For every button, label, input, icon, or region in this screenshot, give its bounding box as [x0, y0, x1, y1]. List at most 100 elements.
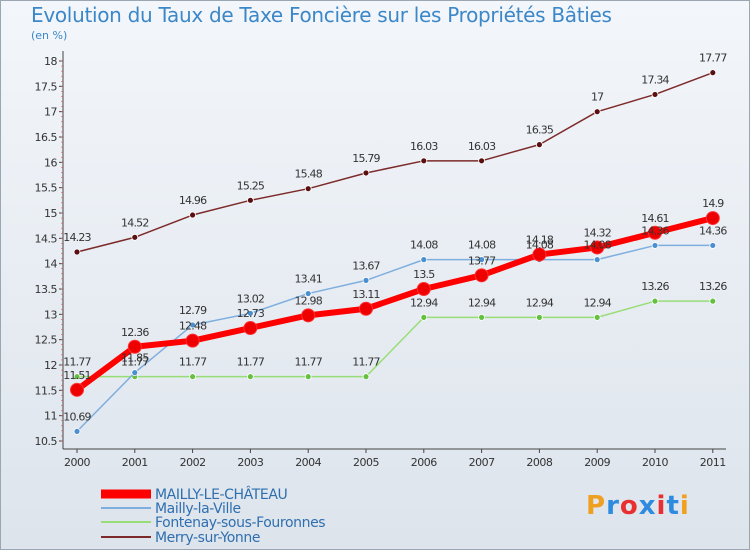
data-label: 14.9: [702, 197, 724, 210]
y-tick-label: 13: [44, 308, 57, 321]
chart-title: Evolution du Taux de Taxe Foncière sur l…: [31, 3, 612, 27]
chart-subtitle: (en %): [31, 29, 68, 42]
data-point: [362, 373, 370, 381]
y-tick-label: 15: [44, 207, 57, 220]
legend-entry: Fontenay-sous-Fouronnes: [155, 515, 325, 531]
data-label: 11.77: [179, 356, 207, 369]
data-point: [70, 382, 84, 397]
y-tick-label: 14.5: [35, 232, 58, 245]
data-label: 17.77: [699, 52, 727, 65]
data-label: 12.94: [468, 296, 496, 309]
x-tick-label: 2006: [411, 456, 437, 469]
y-tick-label: 10.5: [35, 435, 58, 448]
y-tick-label: 17: [44, 106, 57, 119]
logo-letter: t: [666, 491, 680, 521]
data-label: 14.36: [699, 224, 727, 237]
data-point: [189, 211, 197, 219]
y-tick-label: 16.5: [35, 131, 58, 144]
data-label: 14.08: [583, 239, 611, 252]
data-point: [648, 225, 662, 240]
data-point: [246, 373, 254, 381]
data-label: 11.85: [121, 352, 149, 365]
series-line: [76, 244, 713, 432]
data-label: 14.08: [526, 239, 554, 252]
data-label: 13.41: [294, 273, 322, 286]
data-label: 14.18: [526, 234, 554, 247]
data-point: [362, 169, 370, 177]
data-label: 11.51: [63, 369, 91, 382]
data-point: [304, 373, 312, 381]
legend-entry: Merry-sur-Yonne: [155, 530, 260, 546]
data-label: 16.35: [526, 124, 554, 137]
x-tick-label: 2002: [180, 456, 206, 469]
x-tick-label: 2011: [700, 456, 726, 469]
x-tick-label: 2004: [295, 456, 321, 469]
data-label: 11.77: [237, 356, 265, 369]
data-label: 13.11: [352, 288, 380, 301]
data-label: 14.08: [410, 239, 438, 252]
data-label: 14.61: [641, 212, 669, 225]
data-label: 17: [591, 91, 604, 104]
x-tick-label: 2003: [237, 456, 263, 469]
data-label: 13.26: [699, 280, 727, 293]
logo-letter: i: [679, 491, 690, 521]
y-tick-label: 11: [44, 410, 57, 423]
data-point: [131, 233, 139, 241]
y-tick-label: 15.5: [35, 182, 58, 195]
data-point: [651, 242, 659, 249]
data-point: [73, 427, 81, 435]
data-point: [304, 290, 312, 297]
data-point: [536, 141, 543, 149]
data-point: [709, 69, 717, 77]
data-point: [359, 301, 373, 316]
x-tick-label: 2000: [64, 456, 90, 469]
data-label: 15.79: [352, 152, 380, 165]
data-point: [420, 157, 428, 165]
data-label: 12.94: [583, 296, 611, 309]
data-point: [478, 313, 486, 321]
data-point: [709, 242, 717, 249]
data-point: [474, 268, 489, 283]
data-point: [416, 282, 431, 296]
x-tick-label: 2009: [584, 456, 610, 469]
y-tick-label: 11.5: [35, 384, 58, 397]
y-tick-label: 17.5: [35, 80, 58, 93]
data-label: 12.73: [237, 307, 265, 320]
data-label: 14.32: [583, 226, 611, 239]
data-label: 11.77: [63, 356, 91, 369]
data-label: 10.69: [63, 410, 91, 423]
data-label: 12.94: [410, 296, 438, 309]
y-tick-label: 18: [44, 55, 57, 68]
data-label: 13.77: [468, 254, 496, 267]
x-tick-label: 2001: [122, 456, 148, 469]
data-label: 14.36: [641, 224, 669, 237]
proxiti-logo: Proxiti: [586, 491, 690, 521]
data-label: 16.03: [468, 140, 496, 153]
data-point: [73, 373, 81, 381]
data-point: [536, 313, 543, 321]
data-label: 16.03: [410, 140, 438, 153]
data-point: [304, 185, 312, 193]
x-tick-label: 2010: [642, 456, 668, 469]
data-point: [131, 369, 139, 377]
data-point: [590, 240, 605, 255]
data-point: [127, 339, 142, 354]
data-point: [243, 321, 258, 336]
logo-letter: i: [656, 491, 667, 521]
logo-letter: x: [638, 491, 657, 521]
data-point: [189, 373, 197, 381]
data-point: [73, 248, 81, 256]
data-label: 15.25: [237, 179, 265, 192]
data-point: [651, 91, 659, 98]
data-label: 12.98: [294, 294, 322, 307]
data-label: 11.77: [352, 356, 380, 369]
data-point: [593, 108, 601, 116]
data-label: 14.96: [179, 194, 207, 207]
x-tick-label: 2008: [526, 456, 552, 469]
data-point: [420, 313, 428, 321]
data-point: [478, 256, 486, 264]
logo-letter: o: [619, 491, 639, 521]
legend-entry: MAILLY-LE-CHÂTEAU: [155, 485, 288, 503]
data-label: 13.26: [641, 280, 669, 293]
